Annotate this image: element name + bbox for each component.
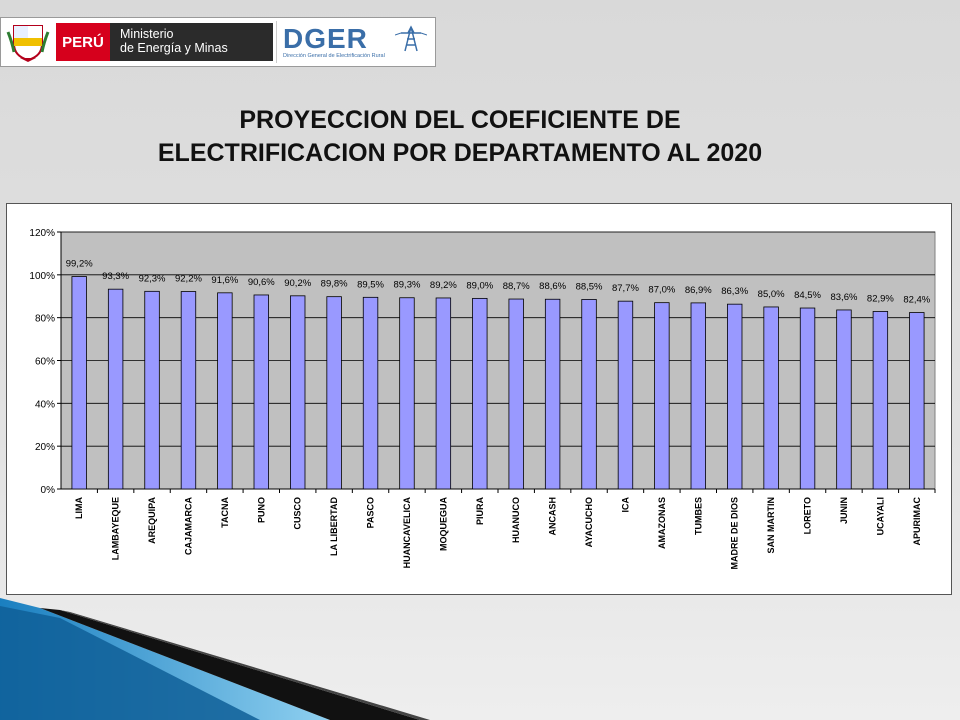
- x-category-label: CAJAMARCA: [183, 497, 193, 555]
- bar: [836, 309, 852, 490]
- x-category-label: UCAYALI: [875, 497, 885, 535]
- x-category-label: ICA: [620, 497, 630, 513]
- peru-label: PERÚ: [56, 23, 110, 61]
- data-label: 90,6%: [248, 277, 275, 288]
- data-label: 93,3%: [102, 271, 129, 282]
- x-category-label: LIMA: [74, 497, 84, 519]
- x-category-label: ANCASH: [548, 497, 558, 536]
- data-label: 92,3%: [139, 273, 166, 284]
- x-category-label: LA LIBERTAD: [329, 497, 339, 556]
- dger-text: DGER: [283, 23, 368, 54]
- data-label: 89,5%: [357, 279, 384, 290]
- x-category-label: HUANUCO: [511, 497, 521, 543]
- bar: [217, 292, 233, 490]
- data-label: 86,3%: [721, 286, 748, 297]
- data-label: 84,5%: [794, 290, 821, 301]
- bar: [326, 296, 342, 490]
- bar: [727, 303, 743, 490]
- bar-chart: 0% 20% 40% 60% 80% 100% 120% 99,2% LIMA 93,3% LAMB…: [29, 228, 936, 570]
- bar: [508, 298, 524, 490]
- bar: [362, 296, 379, 490]
- y-tick-label: 80%: [35, 314, 55, 325]
- ministry-line2: de Energía y Minas: [120, 41, 228, 55]
- x-category-label: TUMBES: [693, 497, 703, 535]
- header-logo-bar: PERÚ Ministerio de Energía y Minas DGER …: [0, 17, 436, 67]
- y-tick-label: 120%: [29, 228, 55, 239]
- data-label: 89,8%: [321, 279, 348, 290]
- bar: [144, 290, 160, 490]
- data-label: 83,6%: [830, 292, 857, 303]
- x-category-label: LAMBAYEQUE: [111, 497, 121, 560]
- x-category-label: PASCO: [366, 497, 376, 528]
- data-label: 92,2%: [175, 274, 202, 285]
- data-label: 85,0%: [758, 289, 785, 300]
- x-category-label: TACNA: [220, 497, 230, 528]
- data-label: 88,7%: [503, 281, 530, 292]
- bar: [909, 312, 925, 490]
- data-label: 89,2%: [430, 280, 457, 291]
- bar: [290, 295, 306, 490]
- y-tick-label: 60%: [35, 357, 55, 368]
- x-category-label: APURIMAC: [912, 497, 922, 546]
- bar: [71, 276, 87, 490]
- data-label: 91,6%: [211, 275, 238, 286]
- bar: [399, 297, 415, 490]
- x-category-label: MOQUEGUA: [438, 496, 448, 551]
- title-line-2: ELECTRIFICACION POR DEPARTAMENTO AL 2020: [157, 139, 763, 167]
- x-category-label: AREQUIPA: [147, 497, 157, 544]
- x-category-label: JUNIN: [839, 497, 849, 524]
- y-tick-label: 20%: [35, 442, 55, 453]
- slide-title: PROYECCION DEL COEFICIENTE DE ELECTRIFIC…: [0, 104, 920, 170]
- data-label: 82,4%: [903, 295, 930, 306]
- data-label: 88,6%: [539, 281, 566, 292]
- x-category-label: AMAZONAS: [657, 497, 667, 549]
- dger-logo: DGER Dirección General de Electrificació…: [276, 21, 433, 63]
- data-label: 87,0%: [648, 285, 675, 296]
- y-tick-label: 100%: [29, 271, 55, 282]
- data-label: 88,5%: [576, 281, 603, 292]
- x-category-label: SAN MARTIN: [766, 497, 776, 554]
- bar: [472, 297, 488, 490]
- bar: [435, 297, 452, 490]
- bar: [581, 299, 597, 490]
- bar: [799, 307, 816, 490]
- coat-of-arms-icon: [6, 25, 50, 62]
- bar: [654, 302, 670, 490]
- x-category-label: PIURA: [475, 497, 485, 526]
- data-label: 82,9%: [867, 293, 894, 304]
- chart-frame: 0% 20% 40% 60% 80% 100% 120% 99,2% LIMA 93,3% LAMB…: [6, 203, 952, 595]
- power-tower-icon: [395, 25, 427, 52]
- x-category-label: HUANCAVELICA: [402, 497, 412, 569]
- dger-subtitle: Dirección General de Electrificación Rur…: [283, 53, 385, 59]
- x-category-label: MADRE DE DIOS: [730, 497, 740, 570]
- bar: [180, 291, 197, 490]
- data-label: 99,2%: [66, 259, 93, 270]
- bar: [690, 302, 706, 490]
- x-category-label: LORETO: [803, 497, 813, 534]
- bar: [617, 300, 634, 490]
- x-category-label: CUSCO: [293, 497, 303, 530]
- bar: [107, 288, 124, 490]
- y-tick-label: 0%: [41, 485, 56, 496]
- y-tick-label: 40%: [35, 399, 55, 410]
- data-label: 87,7%: [612, 283, 639, 294]
- x-category-label: AYACUCHO: [584, 497, 594, 547]
- data-label: 90,2%: [284, 278, 311, 289]
- decorative-ribbon: [0, 598, 430, 720]
- data-label: 89,3%: [393, 280, 420, 291]
- ministry-line1: Ministerio: [120, 27, 174, 41]
- bar: [253, 294, 269, 490]
- x-category-label: PUNO: [256, 497, 266, 523]
- bar: [872, 311, 889, 490]
- ministry-label: Ministerio de Energía y Minas: [110, 23, 273, 61]
- data-label: 89,0%: [466, 280, 493, 291]
- title-line-1: PROYECCION DEL COEFICIENTE DE: [239, 106, 681, 134]
- data-label: 86,9%: [685, 285, 712, 296]
- bar: [763, 306, 779, 490]
- bar: [544, 298, 561, 490]
